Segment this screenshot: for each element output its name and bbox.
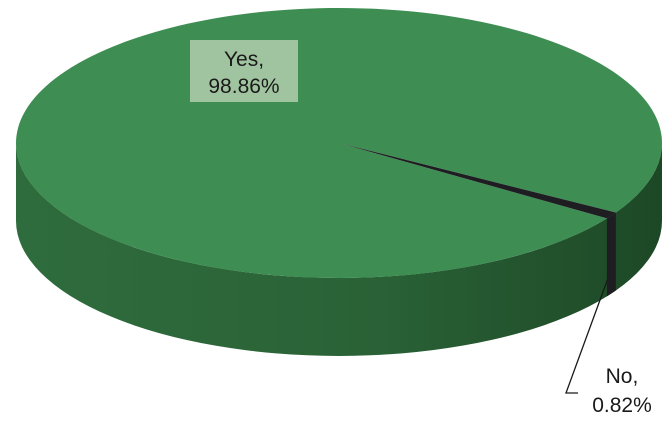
- slice-no: [339, 143, 616, 219]
- label-no-value: 0.82%: [592, 394, 652, 417]
- slice-yes: [16, 7, 663, 278]
- label-yes-category: Yes,: [224, 48, 264, 71]
- pie-top-layer: [16, 7, 663, 278]
- pie-side-layer: [16, 143, 662, 356]
- label-yes-background: [190, 40, 298, 102]
- label-yes-value: 98.86%: [208, 75, 279, 98]
- label-no-category: No,: [606, 365, 639, 388]
- leader-line-no: [565, 279, 609, 394]
- leader-lines: [565, 279, 609, 394]
- label-yes: Yes, 98.86%: [190, 40, 298, 102]
- slice-no-side: [606, 212, 616, 297]
- slice-yes-side: [16, 143, 662, 356]
- label-no: No, 0.82%: [592, 365, 652, 417]
